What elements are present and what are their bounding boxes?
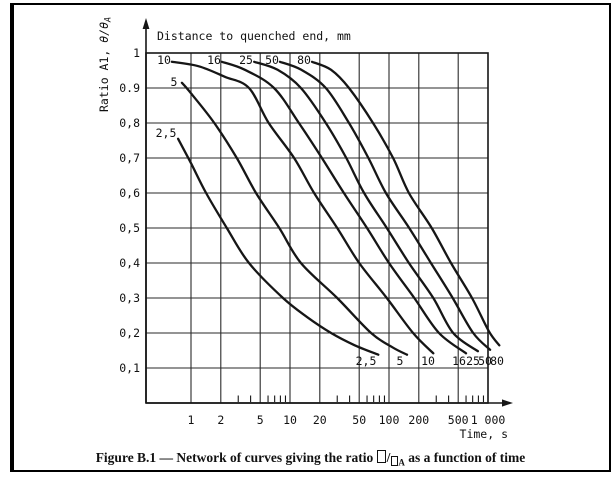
curve-80mm bbox=[310, 60, 501, 347]
y-tick-label: 0,6 bbox=[119, 186, 140, 200]
x-axis-arrow-icon bbox=[502, 399, 513, 407]
x-axis-title: Time, s bbox=[460, 427, 508, 441]
x-tick-label: 500 bbox=[448, 413, 469, 427]
curve-50mm bbox=[278, 60, 492, 351]
y-axis-arrow-icon bbox=[142, 18, 150, 29]
caption-subscript: A bbox=[398, 457, 405, 468]
y-tick-label: 0,4 bbox=[119, 256, 140, 270]
curve-25mm bbox=[253, 60, 480, 353]
y-tick-label: 0,2 bbox=[119, 326, 140, 340]
inner-title: Distance to quenched end, mm bbox=[157, 29, 351, 43]
x-tick-label: 10 bbox=[283, 413, 297, 427]
curve-label-bottom-25mm: 25 bbox=[466, 354, 480, 368]
curve-2.5mm bbox=[176, 137, 380, 356]
y-axis-title: Ratio A1, θ/θA bbox=[97, 17, 114, 112]
curve-10mm bbox=[170, 60, 435, 355]
x-tick-label: 50 bbox=[352, 413, 366, 427]
missing-glyph-box-icon bbox=[377, 450, 387, 463]
curve-label-top-25mm: 25 bbox=[239, 53, 253, 67]
curve-5mm bbox=[180, 81, 409, 356]
x-tick-label: 100 bbox=[379, 413, 400, 427]
curve-label-top-80mm: 80 bbox=[297, 53, 311, 67]
y-tick-label: 0,1 bbox=[119, 361, 140, 375]
curve-label-top-5mm: 5 bbox=[171, 75, 178, 89]
x-tick-label: 1 000 bbox=[471, 413, 506, 427]
caption-prefix: Figure B.1 — Network of curves giving th… bbox=[95, 450, 377, 465]
y-tick-label: 0,8 bbox=[119, 116, 140, 130]
x-tick-label: 200 bbox=[408, 413, 429, 427]
missing-glyph-box-icon bbox=[390, 456, 398, 466]
curve-label-bottom-10mm: 10 bbox=[421, 354, 435, 368]
caption-slash: / bbox=[386, 450, 391, 465]
y-tick-label: 0,3 bbox=[119, 291, 140, 305]
curve-label-bottom-80mm: 80 bbox=[490, 354, 504, 368]
curve-label-bottom-16mm: 16 bbox=[452, 354, 466, 368]
curve-label-bottom-50mm: 50 bbox=[478, 354, 492, 368]
y-tick-label: 0,5 bbox=[119, 221, 140, 235]
curve-label-top-10mm: 10 bbox=[157, 53, 171, 67]
caption-suffix: as a function of time bbox=[404, 450, 526, 465]
x-tick-label: 1 bbox=[188, 413, 195, 427]
curve-16mm bbox=[220, 60, 468, 355]
y-tick-label: 1 bbox=[133, 46, 140, 60]
figure-caption: Figure B.1 — Network of curves giving th… bbox=[12, 450, 609, 470]
curve-label-top-16mm: 16 bbox=[207, 53, 221, 67]
curve-label-top-50mm: 50 bbox=[265, 53, 279, 67]
curve-label-bottom-5mm: 5 bbox=[397, 354, 404, 368]
x-tick-label: 2 bbox=[217, 413, 224, 427]
x-tick-label: 5 bbox=[257, 413, 264, 427]
y-tick-label: 0.9 bbox=[119, 81, 140, 95]
curve-label-bottom-2.5mm: 2,5 bbox=[356, 354, 377, 368]
y-tick-label: 0,7 bbox=[119, 151, 140, 165]
x-tick-label: 20 bbox=[313, 413, 327, 427]
curve-label-top-2.5mm: 2,5 bbox=[156, 126, 177, 140]
